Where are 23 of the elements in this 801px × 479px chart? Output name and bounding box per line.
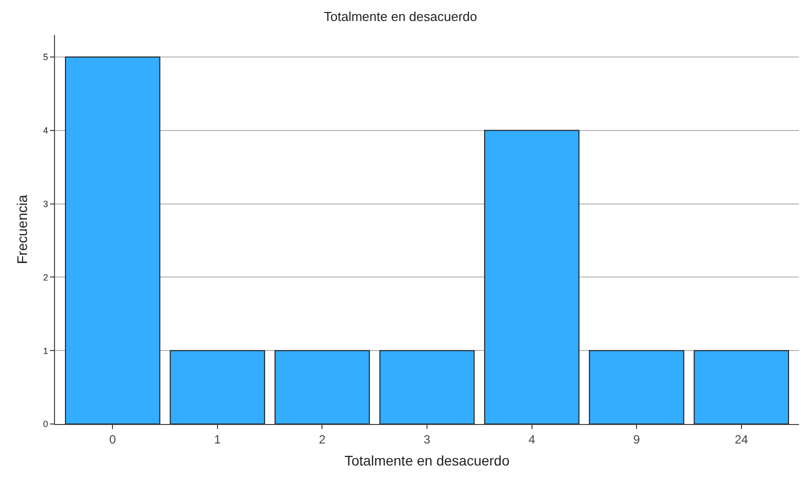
y-axis-title: Frecuencia	[14, 194, 30, 264]
bar	[64, 56, 160, 424]
bar	[484, 130, 580, 424]
bar	[170, 350, 266, 424]
y-tick-label: 0	[43, 419, 48, 430]
y-tick-label: 4	[43, 126, 48, 136]
bar	[274, 350, 370, 424]
bar	[694, 350, 790, 424]
y-tick-label: 3	[43, 198, 48, 209]
y-tick-label: 2	[43, 272, 48, 282]
x-axis-title: Totalmente en desacuerdo	[344, 452, 510, 469]
y-tick-label: 5	[43, 52, 48, 62]
x-tick-label: 24	[734, 432, 748, 446]
x-tick-label: 0	[109, 432, 116, 446]
x-tick-label: 1	[214, 432, 222, 446]
bar	[588, 350, 684, 424]
bar	[379, 350, 475, 424]
chart-title: Totalmente en desacuerdo	[324, 9, 478, 24]
x-tick-label: 2	[318, 432, 326, 446]
x-tick-label: 9	[633, 432, 640, 446]
x-tick-label: 4	[528, 432, 536, 446]
y-tick-label: 1	[43, 346, 48, 356]
x-tick-label: 3	[424, 432, 431, 446]
